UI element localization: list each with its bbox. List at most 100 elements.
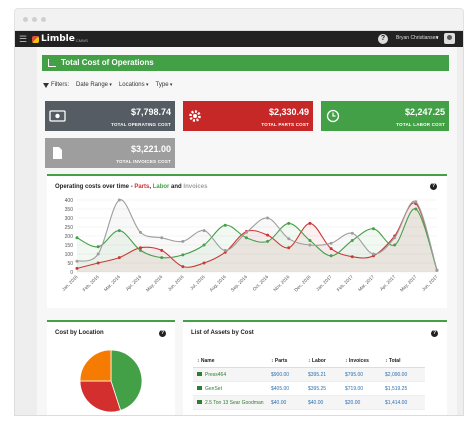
asset-icon (197, 385, 202, 390)
menu-icon[interactable]: ☰ (19, 34, 28, 44)
data-point (202, 243, 206, 247)
col-name[interactable]: ↕ Name (197, 357, 215, 364)
table-row[interactable]: 2.5 Ton 13 Sear Goodman $40.00 $40.00 $2… (193, 396, 425, 410)
help-icon[interactable]: ? (430, 183, 437, 190)
title-and: and (169, 184, 184, 190)
data-point (350, 231, 354, 235)
total-labor-cost-card[interactable]: $2,247.25 TOTAL LABOR COST (321, 101, 449, 131)
filters-label: Filters: (43, 82, 69, 88)
total-parts-cost-card[interactable]: $2,330.49 TOTAL PARTS COST (183, 101, 313, 131)
col-parts[interactable]: ↕ Parts (271, 357, 288, 364)
card-value: $3,221.00 (130, 144, 171, 154)
data-point (414, 207, 418, 211)
x-tick-label: Sep, 2016 (230, 274, 249, 293)
cell-labor: $395.21 (308, 371, 327, 378)
chevron-down-icon[interactable]: ▾ (436, 35, 439, 41)
data-point (96, 261, 100, 265)
data-point (329, 254, 333, 258)
help-icon[interactable]: ? (159, 330, 166, 337)
data-point (223, 223, 227, 227)
window-dot (41, 17, 46, 22)
x-tick-label: Jun, 2016 (167, 274, 185, 292)
window-dot (32, 17, 37, 22)
asset-name[interactable]: 2.5 Ton 13 Sear Goodman (205, 399, 264, 406)
legend-invoices: Invoices (183, 184, 208, 190)
data-point (181, 265, 185, 269)
app-window: ☰ Limble CMMS ? Bryan Christiansen ▾ Tot… (14, 30, 464, 416)
asset-icon (197, 371, 202, 376)
table-row[interactable]: GenSet $405.00 $395.25 $719.00 $1,519.25 (193, 382, 425, 396)
help-icon[interactable]: ? (431, 330, 438, 337)
x-tick-label: Aug, 2016 (209, 274, 228, 293)
pie-chart (79, 349, 143, 413)
avatar[interactable] (444, 33, 455, 44)
y-tick-label: 200 (65, 234, 74, 240)
logo[interactable]: Limble CMMS (32, 33, 88, 45)
series-area (77, 199, 437, 272)
data-point (244, 230, 248, 234)
data-point (308, 239, 312, 242)
money-icon (45, 101, 71, 131)
x-tick-label: Jun, 2017 (421, 274, 439, 292)
data-point (266, 216, 270, 220)
filter-locations[interactable]: Locations (119, 82, 149, 88)
data-point (202, 261, 206, 265)
card-label: TOTAL PARTS COST (261, 122, 309, 127)
filter-date-range[interactable]: Date Range (76, 82, 112, 88)
pie-chart-title: Cost by Location (55, 330, 104, 336)
data-point (139, 246, 143, 250)
main-content: Total Cost of Operations Filters: Date R… (37, 47, 457, 415)
data-point (75, 259, 79, 263)
total-invoices-cost-card[interactable]: $3,221.00 TOTAL INVOICES COST (45, 138, 175, 168)
filter-type[interactable]: Type (156, 82, 173, 88)
x-tick-label: Dec, 2016 (293, 274, 312, 293)
user-name[interactable]: Bryan Christiansen (396, 35, 439, 41)
data-point (287, 221, 291, 225)
x-tick-label: Jan, 2017 (315, 274, 333, 292)
col-labor[interactable]: ↕ Labor (308, 357, 326, 364)
x-tick-label: May, 2016 (145, 274, 164, 293)
assets-table: ↕ Name ↕ Parts ↕ Labor ↕ Invoices ↕ Tota… (193, 354, 425, 410)
y-tick-label: 250 (65, 225, 74, 231)
data-point (329, 241, 333, 245)
card-value: $7,798.74 (130, 107, 171, 117)
cell-labor: $395.25 (308, 385, 327, 392)
legend-labor: Labor (152, 184, 170, 190)
line-chart-title: Operating costs over time - Parts, Labor… (55, 184, 207, 190)
data-point (266, 233, 270, 237)
cell-parts: $900.00 (271, 371, 290, 378)
data-point (223, 248, 227, 252)
col-invoices[interactable]: ↕ Invoices (345, 357, 369, 364)
assets-title: List of Assets by Cost (191, 330, 254, 336)
cell-parts: $40.00 (271, 399, 287, 406)
table-header: ↕ Name ↕ Parts ↕ Labor ↕ Invoices ↕ Tota… (193, 354, 425, 368)
x-tick-label: Apr, 2016 (125, 274, 143, 292)
y-tick-label: 100 (65, 252, 74, 258)
cell-total: $2,090.00 (385, 371, 408, 378)
data-point (75, 236, 79, 240)
data-point (371, 227, 375, 231)
table-row[interactable]: Press464 $900.00 $395.21 $795.00 $2,090.… (193, 368, 425, 382)
col-total[interactable]: ↕ Total (385, 357, 401, 364)
legend-parts: Parts (134, 184, 150, 190)
data-point (266, 239, 270, 243)
browser-chrome (14, 8, 464, 30)
cell-invoices: $20.00 (345, 399, 361, 406)
data-point (160, 248, 164, 252)
series-area (77, 208, 437, 272)
logo-text: Limble (41, 34, 75, 44)
asset-name[interactable]: Press464 (205, 371, 227, 378)
document-icon (45, 138, 71, 168)
cell-parts: $405.00 (271, 385, 290, 392)
card-value: $2,247.25 (404, 107, 445, 117)
operating-costs-panel: Operating costs over time - Parts, Labor… (47, 174, 447, 308)
asset-name[interactable]: GenSet (205, 385, 222, 392)
x-tick-label: Apr, 2017 (379, 274, 397, 292)
data-point (139, 230, 143, 234)
page-title: Total Cost of Operations (61, 58, 154, 67)
cell-total: $1,519.25 (385, 385, 408, 392)
total-operating-cost-card[interactable]: $7,798.74 TOTAL OPERATING COST (45, 101, 175, 131)
help-icon[interactable]: ? (378, 34, 388, 44)
data-point (117, 256, 121, 260)
